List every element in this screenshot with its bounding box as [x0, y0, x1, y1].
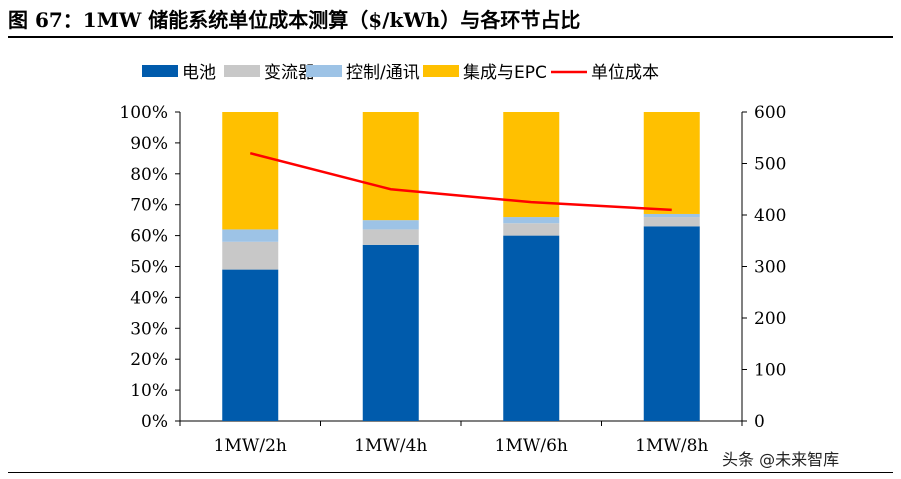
left-axis-tick-label: 0%	[141, 412, 168, 432]
bar-segment	[503, 217, 560, 224]
legend-swatch	[423, 65, 459, 77]
x-axis-tick-label: 1MW/4h	[354, 436, 427, 456]
figure-title: 图 67：1MW 储能系统单位成本测算（$/kWh）与各环节占比	[8, 8, 581, 32]
legend-label: 控制/通讯	[346, 63, 420, 83]
bar-segment	[362, 229, 419, 245]
left-axis-tick-label: 90%	[130, 134, 168, 154]
legend-label: 单位成本	[591, 63, 659, 83]
bar-segment	[362, 244, 419, 421]
bar-segment	[503, 223, 560, 236]
title-rule	[8, 36, 893, 38]
bar-segment	[222, 269, 279, 421]
legend-label: 电池	[182, 63, 216, 83]
x-axis-tick-label: 1MW/6h	[495, 436, 568, 456]
right-axis-tick-label: 200	[754, 309, 786, 329]
right-axis-tick-label: 400	[754, 206, 786, 226]
right-axis-tick-label: 600	[754, 103, 786, 123]
bar-segment	[503, 235, 560, 421]
bar-segment	[222, 112, 279, 230]
legend-swatch	[224, 65, 260, 77]
figure-title-bar: 图 67：1MW 储能系统单位成本测算（$/kWh）与各环节占比	[8, 6, 893, 36]
left-axis-tick-label: 60%	[130, 227, 168, 247]
bar-segment	[643, 112, 700, 214]
legend-label: 变流器	[264, 63, 315, 83]
bar-segment	[643, 213, 700, 218]
legend-label: 集成与EPC	[463, 63, 547, 83]
x-axis-tick-label: 1MW/8h	[635, 436, 708, 456]
left-axis-tick-label: 80%	[130, 165, 168, 185]
left-axis-tick-label: 20%	[130, 350, 168, 370]
bar-segment	[222, 241, 279, 270]
watermark: 头条 @未来智库	[722, 450, 840, 469]
legend-swatch	[306, 65, 342, 77]
left-axis-tick-label: 10%	[130, 381, 168, 401]
right-axis-tick-label: 0	[754, 412, 765, 432]
left-axis-tick-label: 100%	[119, 103, 168, 123]
bar-segment	[362, 220, 419, 230]
bar-segment	[643, 217, 700, 227]
legend-swatch	[142, 65, 178, 77]
right-axis-tick-label: 300	[754, 258, 786, 278]
bar-segment	[222, 229, 279, 242]
left-axis-tick-label: 40%	[130, 288, 168, 308]
right-axis-tick-label: 100	[754, 361, 786, 381]
bar-segment	[362, 112, 419, 221]
left-axis-tick-label: 70%	[130, 196, 168, 216]
left-axis-tick-label: 50%	[130, 258, 168, 278]
right-axis-tick-label: 500	[754, 155, 786, 175]
left-axis-tick-label: 30%	[130, 319, 168, 339]
unit-cost-line	[249, 151, 672, 212]
bottom-rule	[8, 472, 893, 473]
x-axis-tick-label: 1MW/2h	[214, 436, 287, 456]
bar-segment	[643, 226, 700, 421]
